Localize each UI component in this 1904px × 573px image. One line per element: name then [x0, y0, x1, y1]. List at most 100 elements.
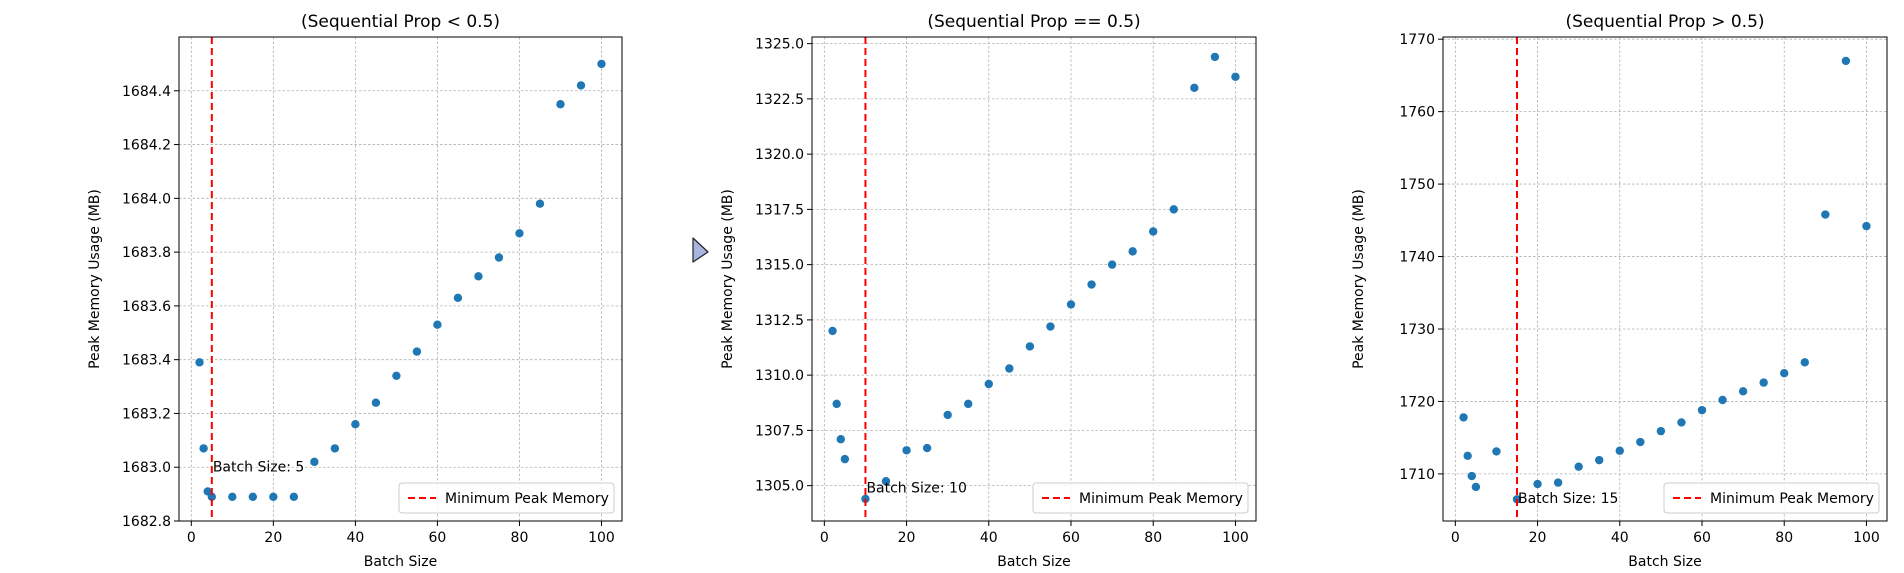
y-tick-label: 1683.4: [122, 353, 171, 369]
y-tick-label: 1310.0: [755, 368, 804, 384]
data-point: [1459, 413, 1468, 422]
x-tick-label: 100: [1222, 530, 1249, 546]
y-tick-label: 1305.0: [755, 479, 804, 495]
data-point: [1463, 451, 1472, 460]
data-point: [1107, 260, 1117, 269]
data-point: [1615, 446, 1624, 455]
x-tick-label: 60: [1062, 530, 1080, 546]
data-point: [289, 492, 299, 501]
x-tick-label: 80: [1775, 530, 1793, 546]
data-point: [1780, 368, 1789, 378]
x-tick-label: 40: [346, 530, 364, 546]
data-point: [248, 492, 258, 501]
data-point: [576, 81, 586, 90]
y-tick-label: 1315.0: [755, 258, 804, 274]
y-tick-label: 1683.0: [122, 460, 171, 476]
x-tick-label: 100: [1853, 530, 1880, 546]
y-axis-label: Peak Memory Usage (MB): [720, 189, 736, 369]
data-point: [984, 379, 993, 389]
data-point: [1210, 52, 1220, 62]
data-point: [1636, 437, 1645, 447]
x-tick-label: 60: [429, 530, 447, 546]
y-axis-label: Peak Memory Usage (MB): [1351, 189, 1367, 369]
chart-title: (Sequential Prop < 0.5): [301, 12, 500, 32]
y-tick-label: 1683.2: [122, 406, 171, 422]
legend-label: Minimum Peak Memory: [445, 491, 609, 507]
x-axis-label: Batch Size: [997, 554, 1070, 570]
legend: Minimum Peak Memory: [1663, 482, 1880, 514]
data-point: [1697, 405, 1707, 415]
x-tick-label: 0: [820, 530, 829, 546]
data-point: [836, 435, 845, 444]
cursor-shape: [692, 237, 709, 263]
chart-panel-2: Batch Size: 10 0 20 40 60 80 100 1305.0 1307.5 13…: [720, 12, 1257, 570]
data-point: [1169, 205, 1178, 214]
y-tick-label: 1307.5: [755, 423, 804, 439]
y-tick-label: 1730: [1399, 322, 1435, 338]
data-point: [1025, 342, 1035, 351]
batch-size-annotation: Batch Size: 5: [213, 459, 305, 475]
y-tick-label: 1683.6: [122, 299, 171, 315]
data-point: [1738, 387, 1748, 396]
data-point: [964, 399, 973, 409]
data-point: [861, 494, 870, 504]
y-tick-label: 1682.8: [122, 514, 171, 530]
data-point: [1190, 83, 1199, 93]
data-point: [1677, 418, 1686, 427]
x-tick-label: 0: [187, 530, 196, 546]
data-point: [597, 59, 606, 69]
x-tick-label: 20: [898, 530, 916, 546]
data-point: [943, 410, 952, 420]
x-tick-label: 20: [1529, 530, 1547, 546]
y-tick-label: 1740: [1399, 250, 1435, 266]
chart-panel-3: Batch Size: 15 0 20 40 60 80 100 1710 1720 1730 17…: [1351, 12, 1888, 570]
x-tick-label: 0: [1451, 530, 1460, 546]
x-tick-label: 40: [1611, 530, 1629, 546]
legend-label: Minimum Peak Memory: [1079, 491, 1243, 507]
y-tick-label: 1684.4: [122, 84, 171, 100]
y-tick-label: 1322.5: [755, 92, 804, 108]
data-point: [1553, 478, 1563, 487]
legend-box: [1663, 482, 1880, 514]
axes-frame: [178, 36, 623, 522]
data-point: [392, 371, 401, 380]
y-tick-label: 1683.8: [122, 245, 171, 261]
data-point: [330, 444, 340, 453]
x-tick-label: 20: [264, 530, 282, 546]
data-point: [1862, 221, 1871, 231]
x-tick-label: 80: [511, 530, 529, 546]
legend-box: [398, 482, 615, 514]
data-point: [412, 347, 422, 356]
data-point: [207, 492, 217, 501]
data-point: [1656, 426, 1666, 436]
data-point: [1066, 300, 1076, 309]
y-tick-label: 1760: [1399, 105, 1435, 121]
legend: Minimum Peak Memory: [398, 482, 615, 514]
x-tick-label: 40: [980, 530, 998, 546]
data-point: [535, 199, 545, 208]
data-point: [1471, 482, 1481, 492]
data-point: [1821, 210, 1830, 219]
data-point: [1128, 247, 1137, 256]
data-point: [371, 398, 381, 407]
data-point: [1595, 455, 1604, 465]
legend-label: Minimum Peak Memory: [1710, 491, 1874, 507]
x-axis-label: Batch Size: [1628, 554, 1701, 570]
data-point: [433, 320, 442, 329]
y-tick-label: 1710: [1399, 467, 1435, 483]
data-point: [1149, 227, 1158, 236]
data-point: [1841, 56, 1851, 66]
data-point: [902, 446, 911, 455]
data-point: [199, 444, 208, 453]
data-point: [474, 272, 483, 281]
x-tick-label: 60: [1693, 530, 1711, 546]
data-point: [310, 457, 319, 467]
data-point: [828, 326, 837, 336]
y-tick-label: 1320.0: [755, 147, 804, 163]
legend-box: [1032, 482, 1249, 514]
axes-frame: [811, 36, 1257, 522]
y-tick-label: 1770: [1399, 32, 1435, 48]
data-point: [515, 229, 524, 238]
y-tick-label: 1312.5: [755, 313, 804, 329]
